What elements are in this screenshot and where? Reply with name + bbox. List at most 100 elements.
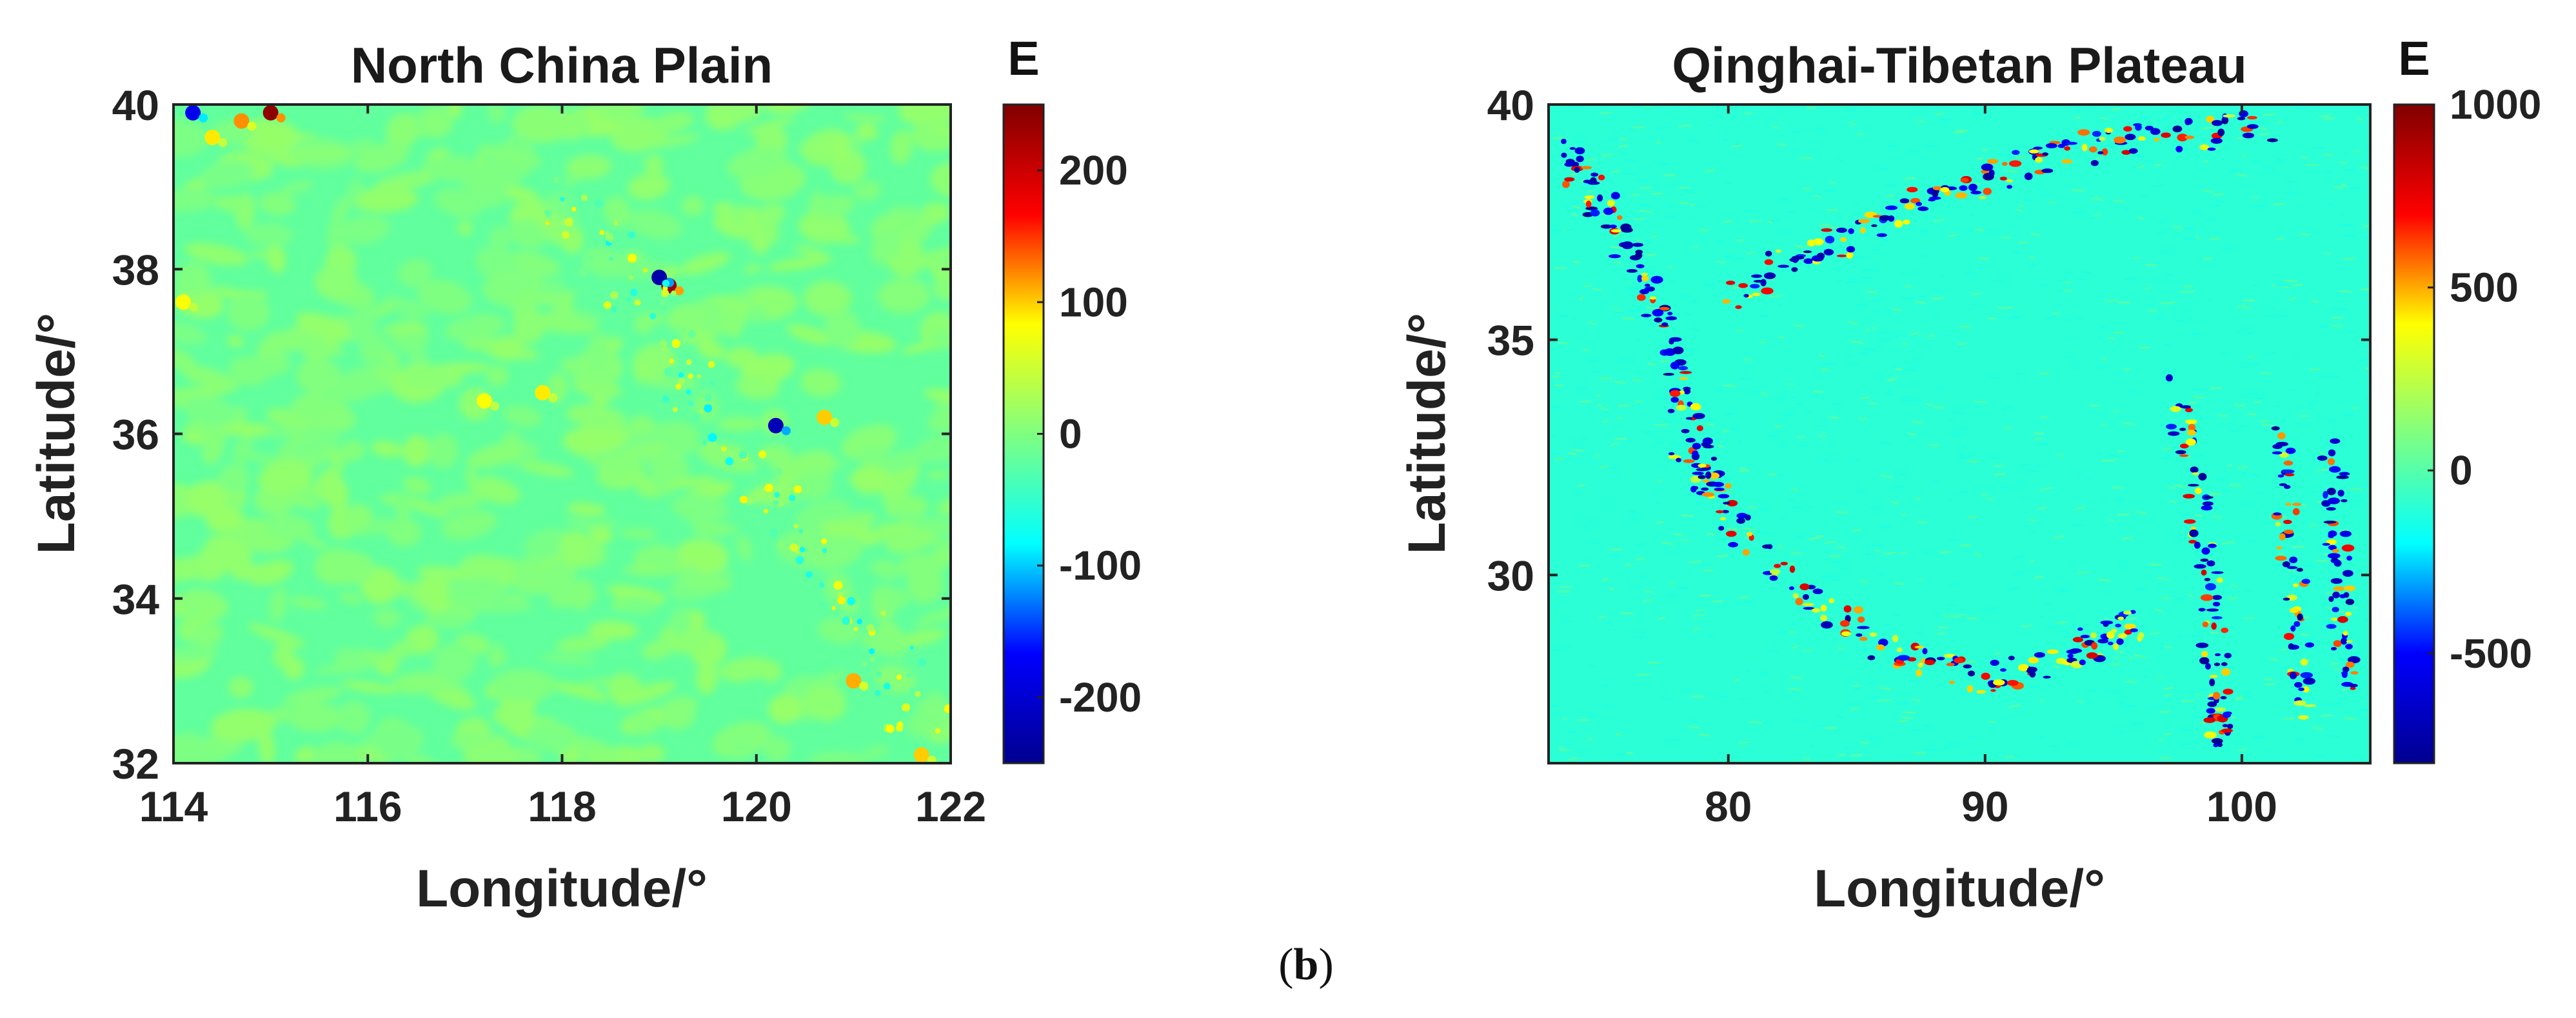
texture-dot (880, 610, 886, 616)
x-tick-label: 100 (2206, 783, 2277, 830)
texture-dot (869, 657, 875, 663)
anomaly-spot (276, 113, 286, 123)
anomaly-spot (185, 105, 201, 121)
texture-dot (902, 745, 909, 752)
texture-dot (634, 299, 641, 306)
texture-dot (671, 290, 677, 296)
colorbar-gradient (2393, 103, 2435, 764)
anomaly-spot (675, 286, 684, 295)
anomaly-spot (204, 130, 221, 146)
texture-dot (866, 624, 874, 632)
texture-dot (895, 659, 904, 668)
texture-dot (664, 367, 673, 377)
feature-hengduan-2 (2271, 426, 2317, 720)
texture-dot (869, 648, 875, 655)
colorbar-tick-label: 200 (1059, 147, 1128, 194)
texture-dot (581, 194, 588, 201)
texture-dot (778, 501, 784, 507)
texture-dot (704, 394, 712, 402)
texture-dot (777, 541, 786, 550)
texture-dot (662, 305, 668, 310)
texture-dot (775, 467, 783, 475)
anomaly-spot (781, 426, 791, 435)
colorbar-tick-label: 0 (2450, 447, 2473, 494)
texture-dot (895, 724, 904, 732)
texture-dot (874, 690, 881, 697)
texture-dot (660, 339, 667, 347)
texture-dot (675, 383, 682, 390)
caption-close-paren: ) (1318, 940, 1333, 990)
anomaly-spot (535, 384, 551, 401)
texture-dot (611, 306, 617, 312)
x-tick-label: 114 (139, 783, 208, 830)
colorbar-tick-label: -500 (2450, 630, 2532, 677)
chart-title: North China Plain (351, 37, 773, 94)
texture-dot (561, 231, 570, 239)
texture-dot (956, 747, 963, 754)
anomaly-spot (927, 755, 936, 763)
texture-dot (862, 661, 867, 667)
texture-dot (909, 645, 914, 650)
texture-dot (896, 674, 902, 680)
texture-dot (763, 508, 768, 514)
y-tick-label: 40 (1487, 81, 1534, 129)
texture-dot (751, 424, 757, 430)
texture-dot (798, 529, 804, 534)
texture-dot (806, 571, 813, 578)
texture-dot (686, 359, 692, 365)
texture-dot (672, 406, 678, 412)
x-tick-label: 90 (1961, 783, 2008, 830)
texture-dot (915, 691, 921, 697)
panel-qinghai-tibetan-plateau: Qinghai-Tibetan Plateau 80 90 100 30 35 40 Lo… (1398, 32, 2541, 918)
texture-dot (671, 339, 681, 348)
texture-dot (886, 724, 895, 734)
texture-dot (544, 209, 553, 217)
feature-north-rim (1722, 110, 2278, 310)
texture-dot (678, 372, 684, 378)
colorbar-gradient (1002, 103, 1045, 764)
colorbar-tick-label: -200 (1059, 674, 1142, 721)
texture-dot (774, 492, 780, 498)
anomaly-spot (768, 417, 784, 434)
anomaly-spot (477, 393, 492, 409)
texture-dot (688, 374, 693, 379)
anomaly-spot (189, 303, 199, 312)
texture-dot (831, 632, 837, 639)
y-tick-label: 32 (112, 740, 159, 788)
caption-letter: b (1294, 940, 1319, 990)
anomaly-spot (913, 747, 929, 763)
texture-dot (949, 770, 955, 776)
anomaly-spot (175, 294, 192, 310)
colorbar-title: E (2398, 32, 2430, 85)
texture-dot (837, 592, 844, 598)
texture-dot (847, 597, 856, 606)
anomaly-spot (263, 105, 279, 121)
anomaly-spot (199, 113, 208, 123)
texture-dot (691, 413, 700, 422)
texture-dot (629, 288, 638, 297)
texture-dot (553, 176, 560, 183)
texture-dot (773, 500, 778, 505)
texture-dot (738, 506, 744, 512)
colorbar-tick-label: -100 (1059, 543, 1142, 589)
figure-caption: (b) (1278, 940, 1334, 990)
texture-dot (896, 650, 905, 659)
y-tick-label: 38 (112, 246, 159, 294)
texture-dot (571, 206, 577, 212)
texture-dot (702, 440, 707, 444)
x-tick-label: 80 (1705, 783, 1752, 830)
texture-dot (687, 330, 697, 339)
texture-dot (605, 231, 609, 235)
anomaly-spot (490, 401, 499, 411)
texture-dot (649, 313, 657, 320)
texture-dot (938, 770, 945, 777)
y-tick-label: 36 (112, 411, 159, 459)
texture-dot (793, 485, 802, 494)
texture-dot (560, 197, 565, 202)
texture-dot (633, 268, 641, 277)
texture-dot (906, 673, 911, 678)
texture-dot (564, 217, 573, 226)
y-axis-label: Latitude/° (27, 313, 86, 554)
feature-hengduan-1 (2165, 374, 2234, 748)
texture-dot (795, 555, 804, 564)
